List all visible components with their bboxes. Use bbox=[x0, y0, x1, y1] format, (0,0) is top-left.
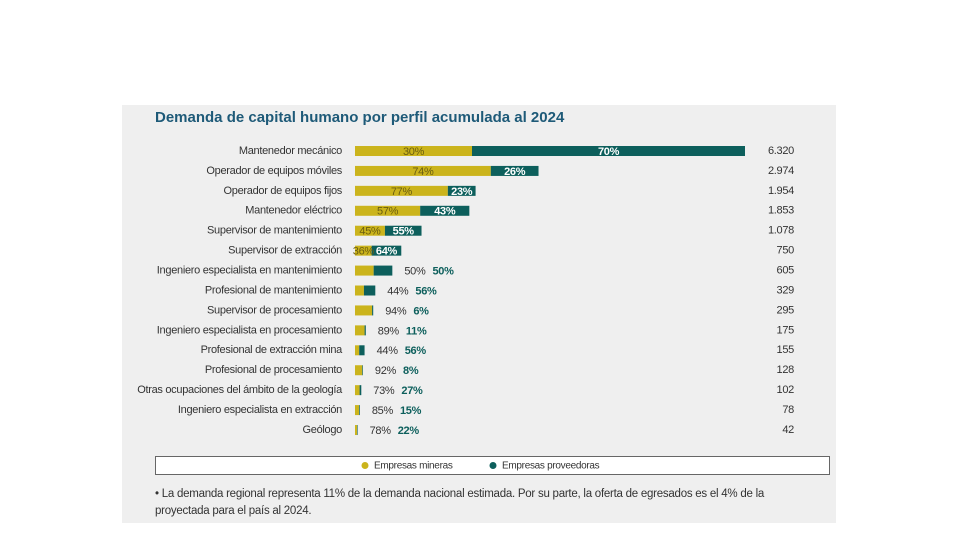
category-label: Ingeniero especialista en extracción bbox=[178, 404, 342, 416]
bar-segment bbox=[364, 325, 366, 336]
share-label: 73% bbox=[373, 385, 395, 397]
category-label: Supervisor de procesamiento bbox=[207, 304, 342, 316]
chart-title: Demanda de capital humano por perfil acu… bbox=[155, 109, 565, 126]
total-label: 78 bbox=[782, 404, 794, 416]
bar-segment bbox=[355, 205, 421, 216]
bar-segment bbox=[355, 165, 491, 176]
category-label: Geólogo bbox=[303, 424, 343, 436]
category-label: Ingeniero especialista en procesamiento bbox=[157, 324, 342, 336]
share-label: 30% bbox=[403, 146, 425, 158]
share-label: 89% bbox=[378, 325, 400, 337]
bar-segment bbox=[355, 325, 365, 336]
total-label: 102 bbox=[777, 384, 795, 396]
total-label: 1.078 bbox=[768, 225, 794, 237]
total-label: 2.974 bbox=[768, 165, 794, 177]
share-label: 56% bbox=[415, 285, 437, 297]
bar-segment bbox=[472, 146, 745, 156]
bar-segment bbox=[371, 245, 402, 256]
category-label: Profesional de extracción mina bbox=[201, 344, 344, 356]
share-label: 64% bbox=[376, 246, 398, 258]
total-label: 1.853 bbox=[768, 205, 794, 217]
bar-segment bbox=[359, 385, 362, 396]
bar-segment bbox=[355, 146, 472, 156]
share-label: 92% bbox=[375, 365, 397, 377]
bar-segment bbox=[363, 285, 376, 296]
category-label: Mantenedor mecánico bbox=[239, 145, 342, 157]
bar-segment bbox=[359, 345, 365, 356]
category-label: Operador de equipos fijos bbox=[224, 185, 343, 197]
total-label: 155 bbox=[777, 344, 795, 356]
bar-segment bbox=[355, 245, 372, 256]
bar-segment bbox=[355, 185, 448, 196]
total-label: 605 bbox=[777, 264, 795, 276]
total-label: 295 bbox=[777, 304, 795, 316]
category-label: Mantenedor eléctrico bbox=[245, 205, 342, 217]
bar-segment bbox=[355, 405, 360, 416]
bar-segment bbox=[372, 305, 374, 316]
share-label: 50% bbox=[404, 265, 426, 277]
bar-segment bbox=[355, 345, 360, 356]
share-label: 36% bbox=[353, 246, 375, 258]
total-label: 1.954 bbox=[768, 185, 794, 197]
share-label: 26% bbox=[504, 166, 526, 178]
bar-segment bbox=[490, 165, 539, 176]
category-label: Supervisor de mantenimiento bbox=[207, 225, 342, 237]
category-label: Otras ocupaciones del ámbito de la geolo… bbox=[137, 384, 343, 396]
share-label: 15% bbox=[400, 405, 422, 417]
total-label: 329 bbox=[777, 284, 795, 296]
category-label: Ingeniero especialista en mantenimiento bbox=[157, 264, 342, 276]
bar-segment bbox=[359, 405, 360, 416]
legend-label: Empresas proveedoras bbox=[502, 461, 600, 472]
share-label: 94% bbox=[385, 305, 407, 317]
share-label: 44% bbox=[377, 345, 399, 357]
bar-segment bbox=[362, 365, 363, 376]
total-label: 750 bbox=[777, 245, 795, 257]
share-label: 70% bbox=[598, 146, 620, 158]
share-label: 23% bbox=[451, 186, 473, 198]
bar-segment bbox=[355, 265, 374, 276]
share-label: 6% bbox=[413, 305, 429, 317]
legend-swatch bbox=[361, 462, 369, 469]
bar-segment bbox=[355, 425, 358, 436]
share-label: 78% bbox=[370, 425, 392, 437]
share-label: 45% bbox=[359, 226, 381, 238]
share-label: 43% bbox=[434, 206, 456, 218]
share-label: 44% bbox=[387, 285, 409, 297]
category-label: Operador de equipos móviles bbox=[206, 165, 342, 177]
share-label: 85% bbox=[372, 405, 394, 417]
bar-segment bbox=[384, 225, 422, 236]
bar-segment bbox=[355, 305, 373, 316]
share-label: 57% bbox=[377, 206, 399, 218]
bar-segment bbox=[373, 265, 393, 276]
bar-segment bbox=[355, 285, 364, 296]
share-label: 74% bbox=[412, 166, 434, 178]
share-label: 55% bbox=[393, 226, 415, 238]
share-label: 11% bbox=[406, 325, 427, 337]
share-label: 8% bbox=[403, 365, 419, 377]
bar-segment bbox=[357, 425, 358, 436]
total-label: 175 bbox=[777, 324, 795, 336]
share-label: 77% bbox=[391, 186, 413, 198]
share-label: 50% bbox=[432, 265, 454, 277]
category-label: Profesional de procesamiento bbox=[205, 364, 342, 376]
share-label: 22% bbox=[398, 425, 420, 437]
footnote: • La demanda regional representa 11% de … bbox=[155, 488, 765, 517]
bar-segment bbox=[355, 225, 385, 236]
total-label: 6.320 bbox=[768, 145, 794, 157]
legend-label: Empresas mineras bbox=[374, 461, 453, 472]
legend-swatch bbox=[489, 462, 497, 469]
total-label: 128 bbox=[777, 364, 795, 376]
category-label: Supervisor de extracción bbox=[228, 245, 342, 257]
total-label: 42 bbox=[782, 424, 794, 436]
bar-segment bbox=[420, 205, 470, 216]
share-label: 56% bbox=[405, 345, 427, 357]
bar-segment bbox=[355, 385, 360, 396]
bar-segment bbox=[355, 365, 363, 376]
category-label: Profesional de mantenimiento bbox=[205, 284, 342, 296]
share-label: 27% bbox=[401, 385, 423, 397]
bar-segment bbox=[447, 185, 476, 196]
